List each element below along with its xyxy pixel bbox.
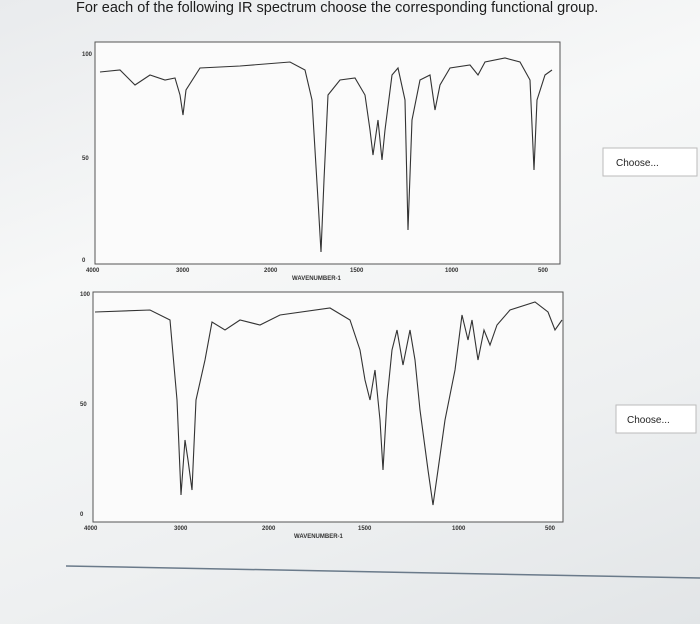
- divider: [65, 565, 700, 579]
- x-tick-label: 2000: [262, 526, 276, 532]
- spectrum-1: 100 50 0 4000 3000 2000 1500 1000 500 WA…: [82, 41, 561, 282]
- spectrum-2: 100 50 0 4000 3000 2000 1500 1000 500 WA…: [80, 291, 564, 540]
- x-tick-label: 1500: [350, 268, 364, 274]
- y-tick-label: 50: [82, 156, 89, 162]
- dropdown-box[interactable]: [602, 147, 698, 177]
- x-tick-label: 500: [538, 268, 549, 274]
- x-tick-label: 1500: [358, 526, 372, 532]
- x-tick-label: 500: [545, 526, 556, 532]
- question: For each of the following IR spectrum ch…: [76, 0, 598, 16]
- spectrum-line: [99, 57, 553, 253]
- x-axis-label: WAVENUMBER-1: [292, 276, 342, 282]
- x-tick-label: 2000: [264, 268, 278, 274]
- dropdown-1[interactable]: Choose...: [602, 147, 698, 177]
- x-tick-label: 3000: [174, 526, 188, 532]
- x-tick-label: 4000: [84, 526, 98, 532]
- plot-frame: [92, 291, 564, 523]
- x-axis-label: WAVENUMBER-1: [294, 534, 344, 540]
- y-tick-label: 100: [80, 292, 91, 298]
- x-tick-label: 3000: [176, 268, 190, 274]
- dropdown-label[interactable]: Choose...: [627, 415, 670, 426]
- dropdown-2[interactable]: Choose...: [615, 404, 697, 434]
- y-tick-label: 0: [82, 258, 86, 264]
- y-tick-label: 50: [80, 402, 87, 408]
- y-tick-label: 0: [80, 512, 84, 518]
- dropdown-box[interactable]: [615, 404, 697, 434]
- y-tick-label: 100: [82, 52, 93, 58]
- x-tick-label: 1000: [452, 526, 466, 532]
- dropdown-label[interactable]: Choose...: [616, 158, 659, 169]
- plot-frame: [94, 41, 561, 265]
- x-tick-label: 4000: [86, 268, 100, 274]
- x-tick-label: 1000: [445, 268, 459, 274]
- spectrum-line: [94, 301, 563, 506]
